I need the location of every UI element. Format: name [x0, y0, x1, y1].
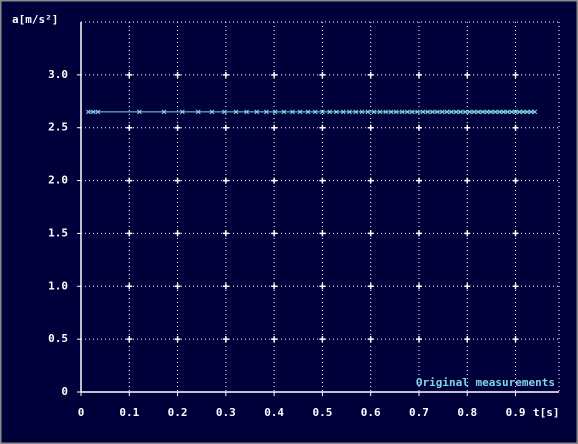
x-tick-label: 0.5	[312, 406, 332, 419]
x-tick-label: 0.3	[216, 406, 236, 419]
y-tick-label: 2.0	[48, 174, 68, 187]
y-tick-label: 3.0	[48, 68, 68, 81]
x-tick-label: 0.2	[168, 406, 188, 419]
y-axis-label: a[m/s²]	[12, 13, 58, 26]
x-tick-label: 0.9	[506, 406, 526, 419]
x-axis-label: t[s]	[533, 406, 560, 419]
x-tick-label: 0	[78, 406, 85, 419]
y-tick-label: 0	[61, 385, 68, 398]
x-tick-label: 0.6	[361, 406, 381, 419]
legend-label: Original measurements	[416, 376, 555, 389]
y-tick-label: 1.5	[48, 226, 68, 239]
x-tick-label: 0.8	[457, 406, 477, 419]
y-tick-label: 1.0	[48, 279, 68, 292]
x-tick-label: 0.4	[264, 406, 284, 419]
x-tick-label: 0.1	[119, 406, 139, 419]
x-tick-label: 0.7	[409, 406, 429, 419]
y-tick-label: 2.5	[48, 121, 68, 134]
chart: a[m/s²] 0 0.5 1.0 1.5 2.0 2.5 3.0 0 0.1 0.2 0.3 0.4…	[0, 0, 578, 444]
y-tick-label: 0.5	[48, 332, 68, 345]
